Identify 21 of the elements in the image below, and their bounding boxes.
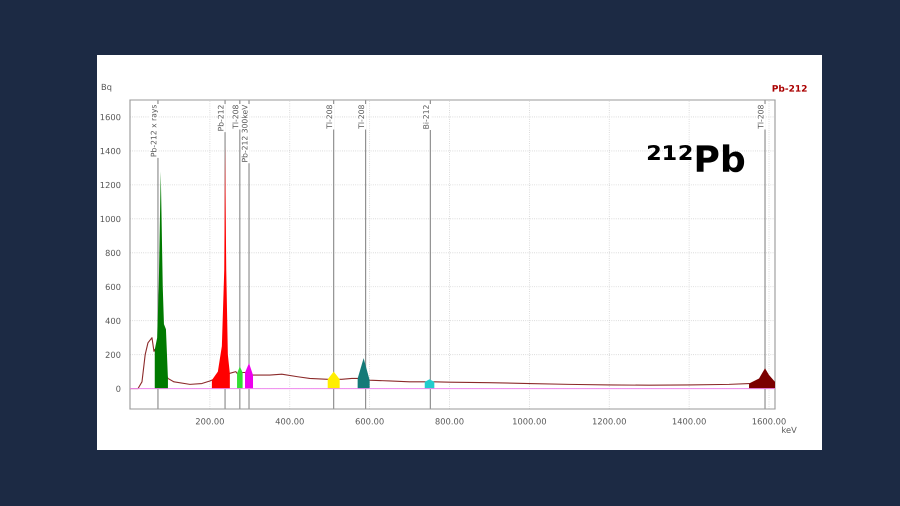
- annotation: ²¹²Pb: [648, 144, 744, 172]
- x-tick-label: 1200.00: [592, 418, 626, 424]
- y-tick-label: 1600: [100, 114, 120, 120]
- y-tick-label: 400: [105, 318, 120, 324]
- x-tick-label: 600.00: [356, 418, 384, 424]
- x-tick-label: 1600.00: [752, 418, 786, 424]
- x-tick-label: 200.00: [196, 418, 224, 424]
- y-tick-label: 800: [106, 250, 120, 256]
- text: Pb-212: [772, 84, 807, 92]
- y-axis-title: Bq: [102, 84, 112, 92]
- y-tick-label: 600: [106, 284, 120, 290]
- x-tick-label: 400.00: [276, 418, 304, 424]
- x-axis-title: keV: [782, 426, 797, 434]
- y-tick-label: 1200: [100, 182, 120, 188]
- x-tick-label: 1400.00: [672, 418, 706, 424]
- x-tick-label: 800.00: [435, 418, 464, 424]
- x-tick-label: 1000.00: [513, 418, 546, 424]
- y-tick-label: 0: [116, 386, 120, 392]
- y-tick-label: 1400: [100, 148, 120, 154]
- y-tick-label: 1000: [100, 216, 120, 222]
- y-tick-label: 200: [106, 352, 120, 358]
